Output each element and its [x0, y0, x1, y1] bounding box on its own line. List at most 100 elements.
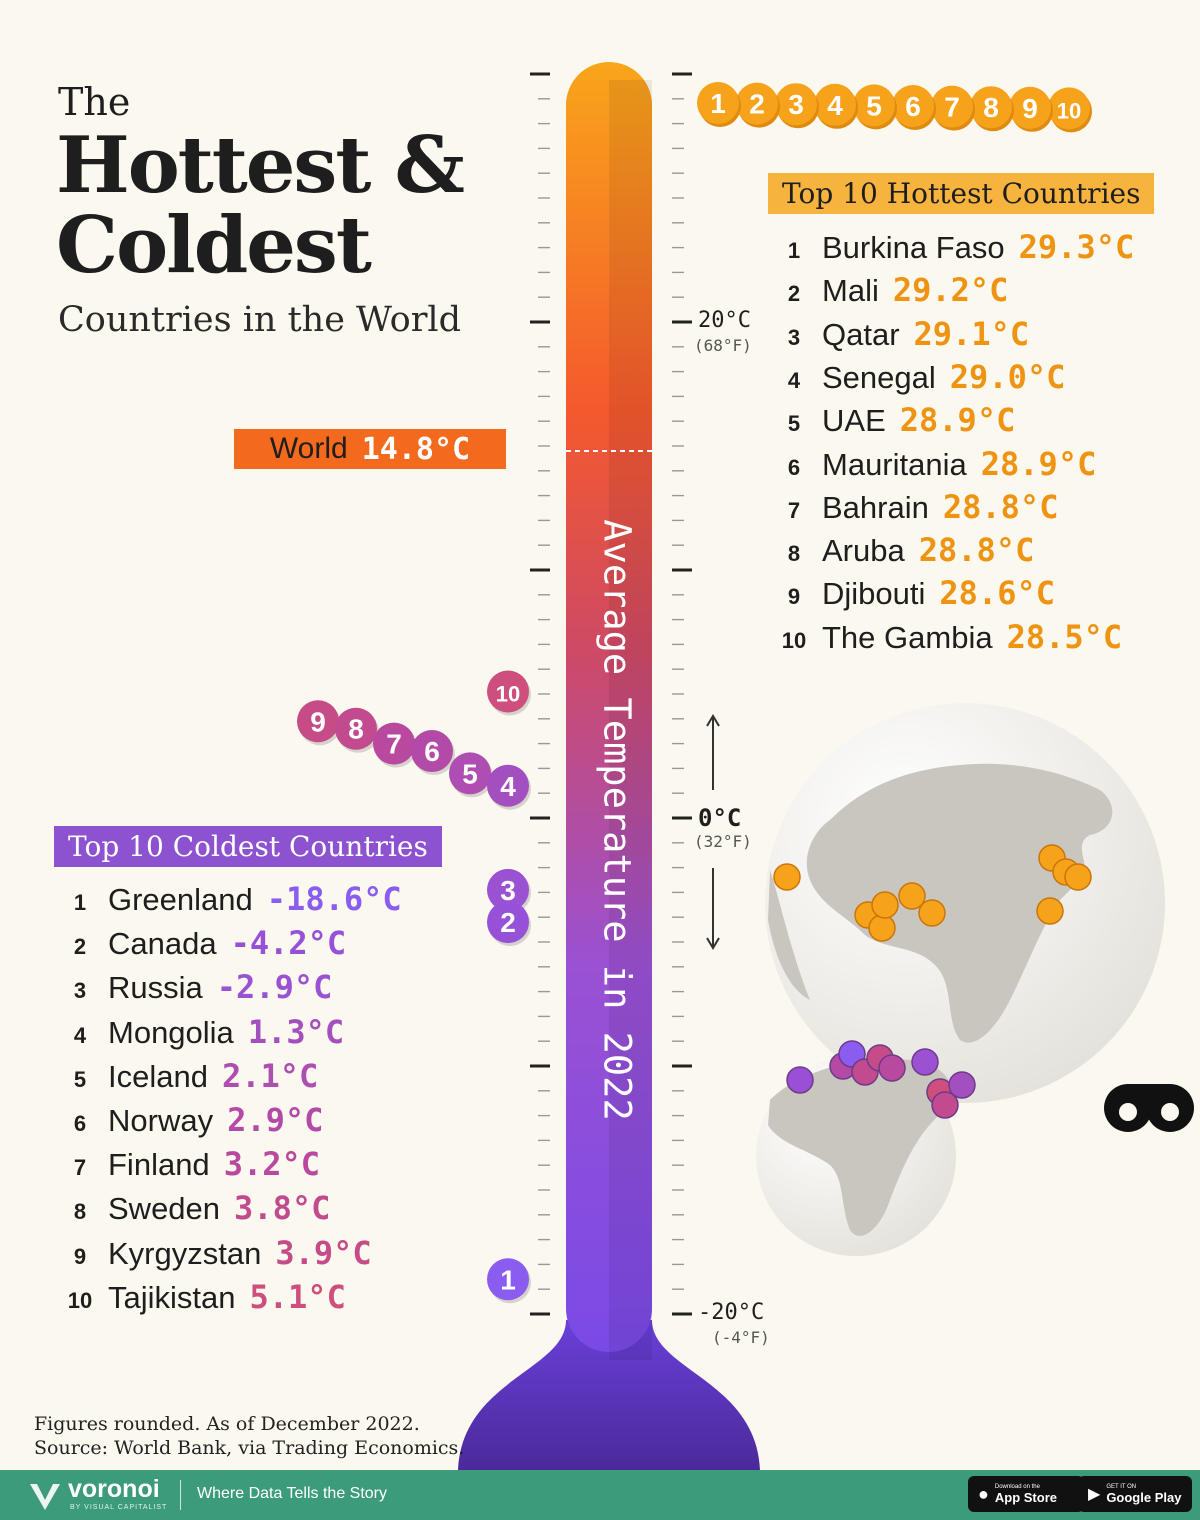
temperature-value: 29.1°C: [913, 314, 1030, 353]
cold-marker: 1: [487, 1258, 531, 1304]
temperature-value: 5.1°C: [249, 1277, 346, 1316]
coldest-row: 4 Mongolia 1.3°C: [62, 1013, 344, 1051]
coldest-row: 1 Greenland -18.6°C: [62, 880, 402, 918]
tick-label-c: -20°C: [698, 1300, 765, 1325]
cold-marker-label: 7: [386, 729, 402, 760]
temperature-value: 28.9°C: [899, 401, 1016, 440]
hot-marker-label: 3: [788, 89, 804, 120]
hot-marker-label: 8: [983, 92, 999, 123]
title-the: The: [58, 80, 131, 124]
cold-marker: 4: [487, 764, 531, 810]
country-name: Iceland: [108, 1058, 208, 1094]
rank-number: 1: [73, 890, 87, 915]
country-name: The Gambia: [822, 619, 993, 655]
coldest-row: 8 Sweden 3.8°C: [62, 1189, 330, 1227]
thermometer-tube: [566, 62, 652, 1352]
temperature-value: 3.9°C: [275, 1233, 372, 1272]
google-play-button[interactable]: ▶ GET IT ON Google Play: [1078, 1476, 1192, 1512]
temperature-value: 29.0°C: [949, 357, 1066, 396]
cold-marker: 6: [411, 730, 455, 776]
voronoi-logo-icon[interactable]: [28, 1478, 62, 1512]
cold-country-dot: [931, 1091, 959, 1119]
hot-marker: 4: [814, 83, 858, 129]
rank-number: 9: [73, 1243, 87, 1269]
google-play-icon: ▶: [1088, 1486, 1101, 1503]
hot-country-dot: [868, 914, 896, 942]
binoculars-logo-icon: [1104, 1084, 1194, 1132]
temperature-value: 3.8°C: [234, 1189, 331, 1228]
country-name: Senegal: [822, 359, 936, 395]
cold-marker-label: 4: [500, 771, 516, 802]
app-store-button[interactable]: ● Download on the App Store: [968, 1476, 1084, 1512]
brand-name[interactable]: voronoi: [68, 1475, 160, 1503]
hottest-row: 3 Qatar 29.1°C: [776, 315, 1029, 353]
hot-marker-label: 2: [749, 89, 765, 120]
hottest-row: 5 UAE 28.9°C: [776, 401, 1015, 439]
rank-number: 10: [781, 627, 807, 653]
temperature-value: 28.5°C: [1006, 617, 1123, 656]
app-store-text: App Store: [994, 1489, 1057, 1505]
hot-marker-label: 5: [866, 90, 882, 121]
temperature-value: 28.6°C: [939, 574, 1055, 613]
hottest-row: 2 Mali 29.2°C: [776, 271, 1009, 309]
coldest-row: 2 Canada -4.2°C: [62, 924, 346, 962]
country-name: Greenland: [108, 882, 253, 917]
coldest-row: 9 Kyrgyzstan 3.9°C: [62, 1234, 372, 1272]
hottest-row: 6 Mauritania 28.9°C: [776, 445, 1096, 483]
coldest-row: 3 Russia -2.9°C: [62, 968, 332, 1006]
country-name: Aruba: [822, 533, 905, 569]
tick-label-f: (-4°F): [712, 1328, 770, 1347]
rank-number: 4: [73, 1022, 87, 1048]
tick-label-c: 20°C: [698, 308, 751, 333]
cold-marker: 5: [449, 752, 493, 798]
hot-marker-label: 6: [905, 91, 921, 122]
tick-label-c: 0°C: [698, 804, 742, 832]
temperature-value: 1.3°C: [247, 1012, 345, 1051]
zero-double-arrow: [706, 714, 720, 950]
temperature-value: -18.6°C: [266, 880, 402, 918]
rank-number: 3: [787, 324, 801, 350]
country-name: Djibouti: [822, 576, 926, 612]
hot-marker: 7: [931, 85, 975, 131]
rank-number: 10: [67, 1287, 93, 1313]
hot-marker: 8: [970, 86, 1014, 132]
coldest-row: 6 Norway 2.9°C: [62, 1101, 324, 1139]
title-line-hottest: Hottest &: [56, 120, 465, 211]
country-name: Canada: [108, 926, 217, 962]
cold-marker: 10: [487, 670, 531, 716]
hottest-row: 4 Senegal 29.0°C: [776, 357, 1066, 396]
temperature-value: 28.9°C: [980, 444, 1097, 483]
hottest-row: 8 Aruba 28.8°C: [776, 531, 1034, 569]
hot-marker: 5: [853, 84, 897, 130]
world-average-box: World 14.8°C: [234, 429, 506, 469]
tick-marks-right: [672, 72, 692, 1316]
rank-number: 6: [787, 454, 801, 480]
rank-number: 5: [73, 1066, 87, 1092]
country-name: Norway: [108, 1103, 214, 1138]
country-name: Sweden: [108, 1191, 221, 1227]
google-play-small-text: GET IT ON: [1106, 1483, 1137, 1490]
temperature-value: -2.9°C: [216, 968, 333, 1007]
hot-country-dot: [871, 891, 899, 919]
country-name: Qatar: [822, 316, 900, 352]
cold-country-dot: [878, 1054, 906, 1082]
rank-number: 7: [73, 1155, 87, 1181]
hottest-row: 7 Bahrain 28.8°C: [776, 488, 1059, 526]
cold-marker-label: 9: [310, 706, 326, 737]
hot-marker-label: 10: [1057, 98, 1081, 123]
world-label: World: [269, 432, 348, 465]
hot-marker: 2: [736, 82, 780, 128]
tick-label-f: (32°F): [694, 832, 752, 851]
temperature-value: 28.8°C: [918, 531, 1035, 570]
rank-number: 7: [787, 497, 801, 523]
hot-country-dot: [773, 863, 801, 891]
cold-marker-label: 5: [462, 758, 478, 789]
cold-marker: 3: [487, 868, 531, 914]
country-name: Bahrain: [822, 489, 929, 525]
hottest-row: 9 Djibouti 28.6°C: [776, 574, 1055, 612]
cold-marker: 8: [335, 707, 379, 753]
rank-number: 2: [787, 281, 801, 307]
country-name: UAE: [822, 403, 886, 439]
hot-marker-label: 7: [944, 92, 960, 123]
country-name: Mali: [822, 273, 879, 309]
